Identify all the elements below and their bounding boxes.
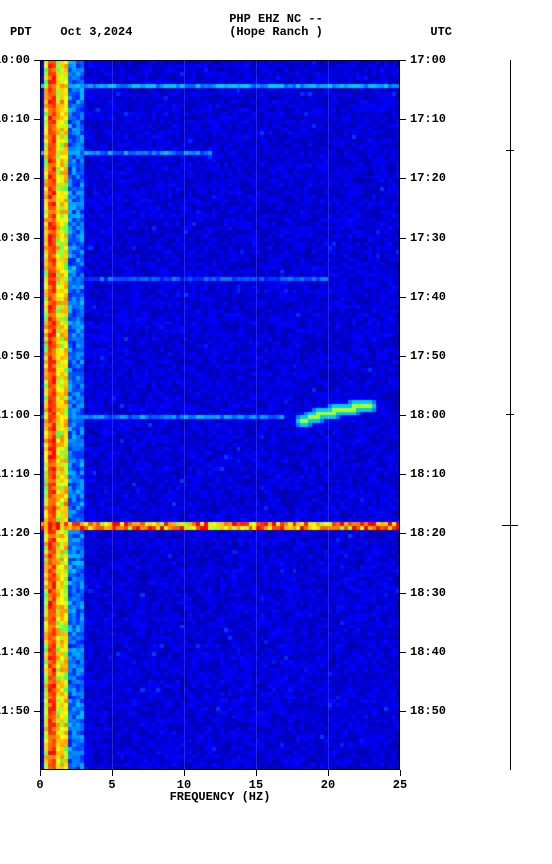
x-tick	[40, 770, 41, 776]
x-tick	[112, 770, 113, 776]
y-tick-right	[400, 178, 406, 179]
y-tick-left	[34, 178, 40, 179]
y-tick-right	[400, 593, 406, 594]
y-tick-left	[34, 60, 40, 61]
station-line2: (Hope Ranch )	[229, 25, 323, 39]
y-tick-left	[34, 593, 40, 594]
y-tick-left-label: 10:00	[0, 53, 30, 67]
y-tick-left	[34, 652, 40, 653]
y-tick-right-label: 17:10	[410, 112, 446, 126]
header: PDT Oct 3,2024 PHP EHZ NC -- (Hope Ranch…	[0, 0, 552, 50]
y-tick-left-label: 11:50	[0, 704, 30, 718]
y-tick-right	[400, 356, 406, 357]
y-tick-left-label: 10:10	[0, 112, 30, 126]
station-line1: PHP EHZ NC --	[229, 12, 323, 26]
y-tick-right-label: 18:00	[410, 408, 446, 422]
date-label: Oct 3,2024	[60, 25, 132, 39]
amplitude-marker	[502, 525, 518, 526]
root-container: PDT Oct 3,2024 PHP EHZ NC -- (Hope Ranch…	[0, 0, 552, 864]
x-tick-label: 0	[36, 778, 43, 792]
y-tick-right-label: 18:40	[410, 645, 446, 659]
y-tick-left-label: 10:50	[0, 349, 30, 363]
x-axis-label: FREQUENCY (HZ)	[170, 790, 271, 804]
y-tick-right	[400, 415, 406, 416]
y-tick-left-label: 10:30	[0, 231, 30, 245]
y-tick-left	[34, 415, 40, 416]
y-tick-left-label: 11:00	[0, 408, 30, 422]
y-tick-right	[400, 533, 406, 534]
y-tick-left-label: 11:40	[0, 645, 30, 659]
y-tick-left	[34, 474, 40, 475]
y-tick-left-label: 11:10	[0, 467, 30, 481]
x-tick	[328, 770, 329, 776]
left-tz-label: PDT	[10, 25, 32, 39]
y-tick-right	[400, 711, 406, 712]
x-tick-label: 20	[321, 778, 335, 792]
header-left: PDT Oct 3,2024	[10, 25, 132, 39]
y-tick-left	[34, 238, 40, 239]
y-tick-right-label: 18:30	[410, 586, 446, 600]
spectrogram-plot: 0510152025 FREQUENCY (HZ) 10:0010:1010:2…	[40, 60, 400, 770]
y-tick-left	[34, 119, 40, 120]
y-tick-right-label: 18:50	[410, 704, 446, 718]
y-tick-left	[34, 711, 40, 712]
y-tick-right	[400, 60, 406, 61]
y-tick-right	[400, 297, 406, 298]
y-tick-right	[400, 474, 406, 475]
right-amplitude-axis	[510, 60, 511, 770]
y-tick-right-label: 17:50	[410, 349, 446, 363]
amplitude-marker	[506, 414, 514, 415]
y-tick-left-label: 10:40	[0, 290, 30, 304]
x-tick-label: 25	[393, 778, 407, 792]
y-tick-left	[34, 533, 40, 534]
y-tick-right-label: 17:40	[410, 290, 446, 304]
y-tick-left-label: 11:30	[0, 586, 30, 600]
y-tick-left-label: 11:20	[0, 526, 30, 540]
y-tick-right-label: 18:10	[410, 467, 446, 481]
x-tick-label: 5	[108, 778, 115, 792]
y-tick-left-label: 10:20	[0, 171, 30, 185]
y-tick-right	[400, 119, 406, 120]
x-tick	[184, 770, 185, 776]
y-tick-left	[34, 356, 40, 357]
y-tick-right	[400, 652, 406, 653]
spectrogram-canvas	[40, 60, 400, 770]
y-tick-right-label: 17:00	[410, 53, 446, 67]
y-tick-left	[34, 297, 40, 298]
y-tick-right-label: 17:30	[410, 231, 446, 245]
y-tick-right	[400, 238, 406, 239]
y-tick-right-label: 18:20	[410, 526, 446, 540]
x-tick	[256, 770, 257, 776]
y-tick-right-label: 17:20	[410, 171, 446, 185]
right-tz-label: UTC	[430, 25, 452, 39]
amplitude-marker	[506, 150, 514, 151]
x-tick	[400, 770, 401, 776]
